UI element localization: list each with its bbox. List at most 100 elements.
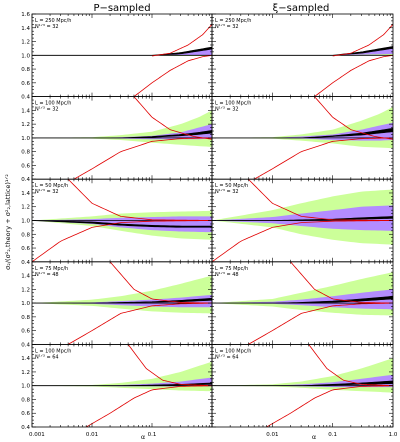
x-tick-label: 0.1 [328, 432, 337, 438]
y-tick-label: 1.2 [21, 205, 30, 211]
inner-band-r0c0 [32, 47, 212, 56]
panel-annotation: L = 75 Mpc/h [215, 266, 248, 272]
inner-band-r4c0 [32, 377, 212, 387]
panel-annotation: N¹ᐟ³ = 32 [35, 24, 59, 30]
panel-annotation: L = 50 Mpc/h [215, 183, 248, 189]
inner-band-r2c1 [212, 205, 393, 231]
y-tick-label: 1.4 [21, 274, 30, 280]
y-tick-label: 0.8 [21, 67, 30, 73]
y-tick-label: 0.6 [21, 81, 30, 87]
panel-annotation: N¹ᐟ³ = 32 [215, 24, 239, 30]
panel-annotation: N¹ᐟ³ = 64 [215, 354, 239, 360]
red-curve-r2c0-1 [67, 179, 212, 221]
x-axis-label-left: α [141, 433, 145, 441]
x-tick-label: 0.001 [29, 432, 45, 438]
panel-annotation: L = 100 Mpc/h [215, 348, 251, 354]
y-tick-label: 0.8 [21, 150, 30, 156]
panel-annotation: L = 250 Mpc/h [35, 18, 71, 24]
column-title-p-sampled: P−sampled [93, 3, 150, 14]
outer-band-r4c0 [32, 361, 212, 392]
red-curve-r0c0-1 [151, 24, 212, 57]
red-curve-r3c1-1 [290, 261, 393, 304]
red-curve-r3c0-0 [67, 302, 212, 345]
red-curve-r0c1-0 [314, 54, 393, 97]
panel-annotation: N¹ᐟ³ = 64 [35, 354, 59, 360]
red-curve-r4c1-0 [266, 385, 393, 427]
outer-band-r4c1 [212, 358, 393, 393]
outer-band-r3c0 [32, 275, 212, 314]
inner-band-r1c1 [212, 122, 393, 141]
red-curve-r4c0-1 [127, 344, 212, 387]
red-curve-r3c1-0 [248, 302, 393, 345]
y-tick-label: 0.6 [21, 411, 30, 417]
y-tick-label: 1.0 [21, 53, 30, 59]
outer-band-r1c0 [32, 110, 212, 147]
inner-band-r3c0 [32, 294, 212, 308]
panel-annotation: L = 50 Mpc/h [35, 183, 68, 189]
y-tick-label: 1.4 [21, 191, 30, 197]
red-curve-r1c0-1 [133, 96, 212, 140]
red-curve-r2c1-0 [212, 220, 393, 262]
red-curve-r2c1-1 [248, 179, 393, 221]
y-tick-label: 1.6 [21, 12, 30, 18]
red-curve-r0c0-0 [133, 54, 212, 97]
y-tick-label: 1.4 [21, 356, 30, 362]
red-curve-r4c1-1 [308, 344, 393, 387]
y-tick-label: 0.4 [21, 95, 30, 101]
y-tick-label: 1.4 [21, 108, 30, 114]
outer-band-r1c1 [212, 106, 393, 149]
x-tick-label: 0.1 [148, 432, 157, 438]
x-axis-label-right: α [312, 433, 316, 441]
red-curve-r1c1-0 [253, 137, 393, 180]
panel-annotation: L = 100 Mpc/h [215, 101, 251, 107]
y-tick-label: 1.2 [21, 287, 30, 293]
panel-annotation: N¹ᐟ³ = 32 [35, 107, 59, 113]
red-curve-r2c0-0 [32, 220, 212, 262]
x-tick-label: 0.01 [266, 432, 278, 438]
panel-r4c0: 0.4 0.6 0.8 1.0 1.2 1.4 0.001 0.01 0.1 L = 100 Mp… [21, 343, 213, 438]
red-curve-r1c0-0 [73, 137, 212, 180]
y-tick-label: 1.2 [21, 122, 30, 128]
y-tick-label: 0.4 [21, 177, 30, 183]
panel-annotation: N¹ᐟ³ = 48 [35, 272, 59, 278]
red-curve-r4c0-0 [85, 385, 212, 427]
x-tick-label: 0.01 [86, 432, 98, 438]
column-title-xi-sampled: ξ−sampled [273, 3, 330, 14]
panel-annotation: L = 100 Mpc/h [35, 348, 71, 354]
y-tick-label: 1.0 [21, 301, 30, 307]
y-tick-label: 0.8 [21, 397, 30, 403]
panel-annotation: N¹ᐟ³ = 32 [215, 189, 239, 195]
y-axis-label: σ₂/(σ²₂,theory + σ²₂,lattice)¹ᐟ² [4, 174, 12, 270]
y-tick-label: 0.8 [21, 315, 30, 321]
y-tick-label: 0.4 [21, 342, 30, 348]
panel-annotation: L = 75 Mpc/h [35, 266, 68, 272]
y-tick-label: 0.6 [21, 329, 30, 335]
red-curve-r1c1-1 [314, 96, 393, 140]
panel-annotation: N¹ᐟ³ = 32 [215, 107, 239, 113]
red-curve-r0c1-1 [332, 24, 393, 57]
inner-band-r3c1 [212, 289, 393, 310]
y-tick-label: 0.4 [21, 425, 30, 431]
y-tick-label: 0.6 [21, 163, 30, 169]
y-tick-label: 0.4 [21, 260, 30, 266]
y-tick-label: 1.2 [21, 370, 30, 376]
x-tick-label: 1.0 [389, 432, 398, 438]
y-tick-label: 1.0 [21, 384, 30, 390]
panel-annotation: N¹ᐟ³ = 48 [215, 272, 239, 278]
y-tick-label: 0.6 [21, 246, 30, 252]
red-curve-r3c0-1 [109, 261, 212, 304]
y-tick-label: 1.2 [21, 40, 30, 46]
y-tick-label: 1.0 [21, 219, 30, 225]
panel-annotation: L = 100 Mpc/h [35, 101, 71, 107]
panel-annotation: N¹ᐟ³ = 32 [35, 189, 59, 195]
